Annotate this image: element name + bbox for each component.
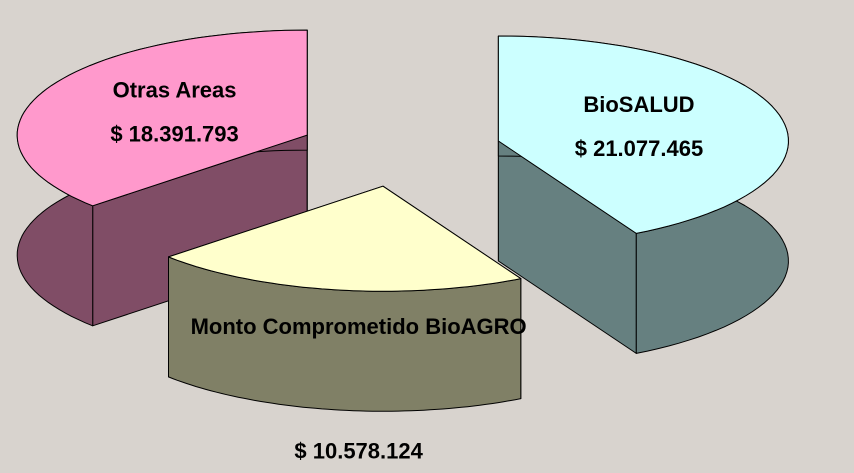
category-label: Otras Areas [113, 78, 237, 103]
value-label: $ 18.391.793 [110, 122, 238, 147]
pie-slice [497, 35, 789, 234]
category-label: Monto Comprometido BioAGRO [191, 314, 527, 339]
category-label: BioSALUD [583, 92, 694, 117]
value-label: $ 10.578.124 [294, 438, 423, 463]
value-label: $ 21.077.465 [575, 136, 703, 161]
pie-slice [168, 185, 522, 292]
pie-slice [16, 29, 308, 207]
